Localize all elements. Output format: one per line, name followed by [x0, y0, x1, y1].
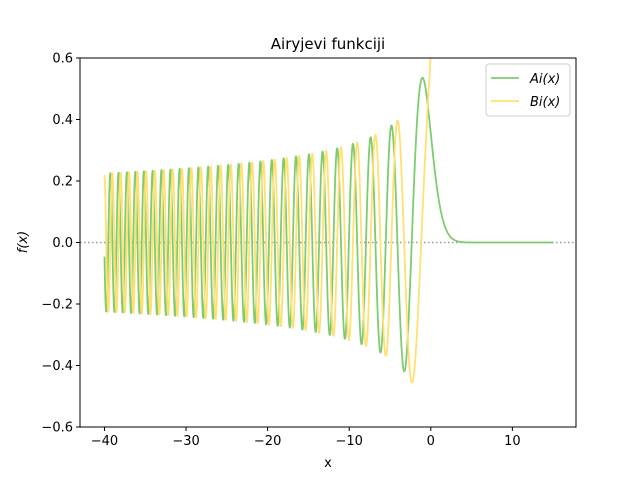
legend: Ai(x) Bi(x) [485, 63, 571, 117]
series-line-bi [103, 58, 432, 384]
axes: −40 −30 −20 −10 0 10 −0.6 −0.4 −0.2 0.0 0.2 0.4 0.6 [41, 52, 577, 449]
y-tick-label: −0.2 [41, 298, 73, 313]
y-tick-label: 0.0 [52, 236, 73, 251]
y-axis-label: f(x) [16, 231, 31, 253]
x-tick-label: −40 [91, 434, 118, 449]
x-tick-label: −30 [172, 434, 199, 449]
chart-title: Airyjevi funkciji [271, 35, 385, 53]
x-tick-label: −20 [254, 434, 281, 449]
y-tick-label: −0.4 [41, 359, 73, 374]
y-tick-label: 0.6 [52, 52, 73, 67]
x-tick-label: 10 [504, 434, 521, 449]
x-axis-label: x [324, 456, 332, 471]
legend-label: Ai(x) [529, 72, 560, 87]
series-line-ai [103, 76, 554, 373]
y-tick-label: 0.4 [52, 113, 73, 128]
plot-area [80, 58, 576, 384]
y-tick-label: 0.2 [52, 175, 73, 190]
legend-box [485, 63, 571, 117]
x-tick-label: −10 [335, 434, 362, 449]
legend-label: Bi(x) [530, 95, 560, 110]
y-tick-label: −0.6 [41, 421, 73, 436]
x-tick-label: 0 [427, 434, 435, 449]
